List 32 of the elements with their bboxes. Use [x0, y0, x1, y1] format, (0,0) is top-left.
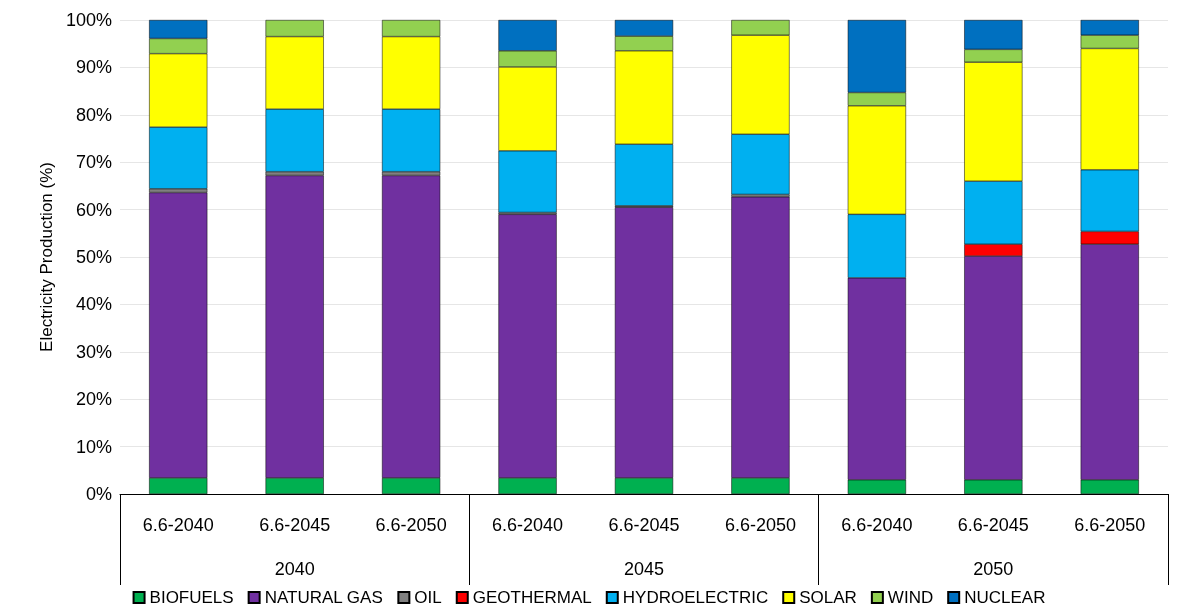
y-axis-title: Electricity Production (%): [37, 162, 57, 352]
legend-label: NATURAL GAS: [264, 588, 383, 607]
x-tick-label: 6.6-2045: [608, 515, 680, 535]
legend-label: WIND: [887, 588, 934, 607]
x-tick-label: 6.6-2045: [259, 515, 331, 535]
y-tick-label: 90%: [75, 57, 112, 78]
y-tick-label: 80%: [75, 104, 112, 125]
y-tick-label: 20%: [75, 389, 112, 410]
text: 2040: [274, 559, 315, 579]
y-tick-label: 0%: [85, 484, 112, 504]
x-tick-label: 6.6-2050: [1074, 515, 1146, 535]
x-tick-label: 6.6-2050: [375, 515, 447, 535]
text: 2050: [973, 559, 1014, 579]
legend-label: HYDROELECTRIC: [622, 588, 769, 607]
legend-label: BIOFUELS: [149, 588, 234, 607]
y-tick-label: 60%: [75, 199, 112, 220]
y-tick-label: 70%: [75, 152, 112, 173]
y-tick-label: 30%: [75, 341, 112, 362]
legend-label: NUCLEAR: [964, 588, 1046, 607]
y-tick-label: 50%: [75, 247, 112, 267]
legend-label: OIL: [414, 588, 442, 607]
y-tick-label: 10%: [75, 436, 112, 457]
legend-label: SOLAR: [799, 588, 857, 607]
x-tick-label: 6.6-2050: [724, 515, 796, 535]
x-tick-label: 6.6-2045: [957, 515, 1029, 535]
y-tick-label: 100%: [65, 10, 112, 30]
x-tick-label: 6.6-2040: [841, 515, 913, 535]
y-tick-label: 40%: [75, 294, 112, 315]
legend-label: GEOTHERMAL: [472, 588, 592, 607]
text: 2045: [623, 559, 665, 579]
x-tick-label: 6.6-2040: [492, 515, 564, 535]
x-tick-label: 6.6-2040: [142, 515, 214, 535]
